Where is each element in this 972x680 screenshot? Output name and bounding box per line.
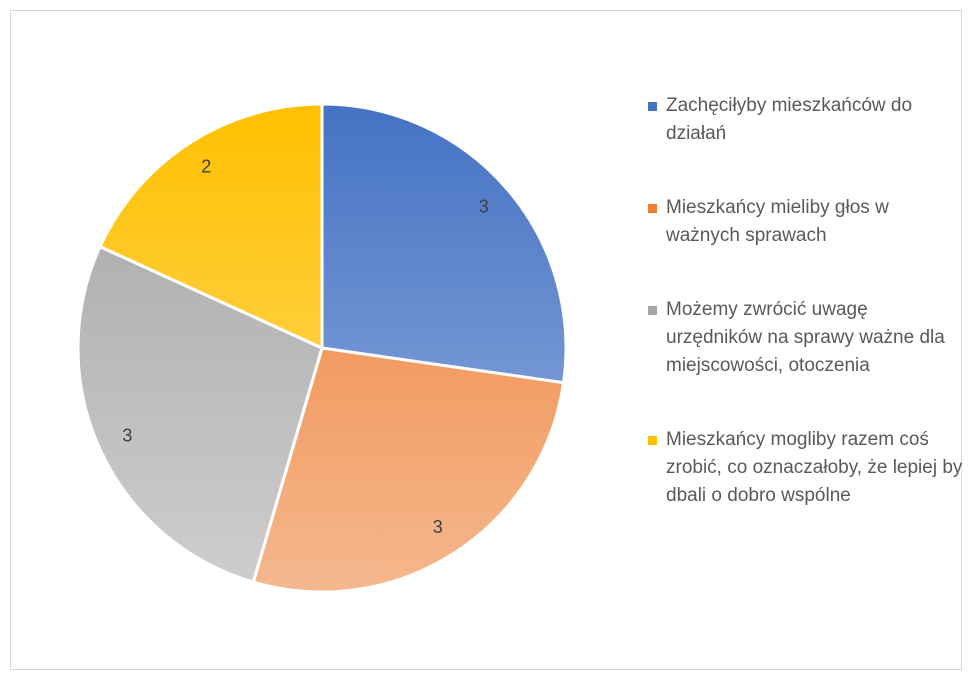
pie-slice	[320, 102, 568, 385]
legend-item: Mieszkańcy mieliby głos w ważnych sprawa…	[648, 194, 966, 250]
legend-key	[648, 102, 657, 111]
legend-item: Mieszkańcy mogliby razem coś zrobić, co …	[648, 426, 966, 510]
legend-label: Możemy zwrócić uwagę urzędników na spraw…	[666, 299, 945, 376]
legend-label: Mieszkańcy mogliby razem coś zrobić, co …	[666, 429, 963, 506]
legend-label: Mieszkańcy mieliby głos w ważnych sprawa…	[666, 197, 889, 246]
pie-slice	[251, 346, 566, 594]
legend: Zachęciłyby mieszkańców do działań Mieszk…	[648, 92, 966, 556]
data-label: 3	[122, 426, 132, 446]
legend-key	[648, 436, 657, 445]
legend-label: Zachęciłyby mieszkańców do działań	[666, 95, 913, 144]
data-label: 2	[201, 157, 211, 177]
data-label: 3	[479, 197, 489, 217]
data-label: 3	[433, 517, 443, 537]
pie-slice	[98, 102, 324, 351]
legend-item: Zachęciłyby mieszkańców do działań	[648, 92, 966, 148]
legend-item: Możemy zwrócić uwagę urzędników na spraw…	[648, 296, 966, 380]
legend-key	[648, 204, 657, 213]
legend-key	[648, 306, 657, 315]
pie-slice	[76, 244, 324, 584]
